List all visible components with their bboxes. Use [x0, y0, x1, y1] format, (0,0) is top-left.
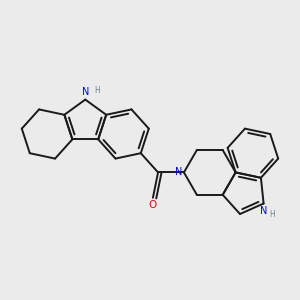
Text: N: N: [175, 167, 182, 177]
Text: N: N: [82, 87, 89, 97]
Text: H: H: [269, 210, 275, 219]
Text: O: O: [149, 200, 157, 210]
Text: H: H: [94, 86, 100, 95]
Text: N: N: [260, 206, 267, 215]
